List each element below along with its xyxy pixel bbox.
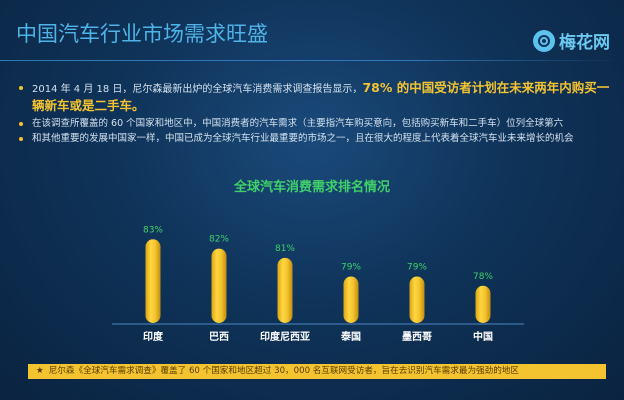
bar-2: [277, 257, 293, 323]
bullet-2-text: 在该调查所覆盖的 60 个国家和地区中，中国消费者的汽车需求（主要指汽车购买意向…: [32, 118, 564, 129]
category-label-3: 泰国: [340, 330, 361, 343]
bullet-item-2: 在该调查所覆盖的 60 个国家和地区中，中国消费者的汽车需求（主要指汽车购买意向…: [18, 116, 614, 131]
bullet-list: 2014 年 4 月 18 日，尼尔森最新出炉的全球汽车消费需求调查报告显示，7…: [18, 80, 614, 146]
meihua-logo-icon: [533, 29, 555, 52]
bullet-dot-icon: [19, 122, 23, 126]
bullet-1-text: 2014 年 4 月 18 日，尼尔森最新出炉的全球汽车消费需求调查报告显示，: [32, 84, 363, 95]
bullet-3-text: 和其他重要的发展中国家一样，中国已成为全球汽车行业最重要的市场之一，且在很大的程…: [32, 133, 574, 144]
brand-logo: 梅花网: [533, 28, 610, 53]
category-label-2: 印度尼西亚: [260, 330, 310, 343]
logo-text: 梅花网: [559, 33, 610, 53]
bar-4: [409, 276, 425, 323]
value-label-0: 83%: [143, 225, 163, 235]
bar-5: [475, 285, 491, 323]
footer-note: ★ 尼尔森《全球汽车需求调查》覆盖了 60 个国家和地区超过 30，000 名互联…: [28, 364, 606, 379]
value-label-4: 79%: [407, 263, 427, 273]
page-title: 中国汽车行业市场需求旺盛: [16, 22, 268, 46]
bar-3: [343, 276, 359, 323]
star-icon: ★: [36, 366, 44, 376]
value-label-3: 79%: [341, 263, 361, 273]
category-label-5: 中国: [473, 330, 493, 343]
bullet-item-3: 和其他重要的发展中国家一样，中国已成为全球汽车行业最重要的市场之一，且在很大的程…: [18, 131, 614, 146]
category-label-0: 印度: [143, 330, 164, 343]
footer-text: 尼尔森《全球汽车需求调查》覆盖了 60 个国家和地区超过 30，000 名互联网…: [48, 366, 520, 376]
value-label-2: 81%: [275, 244, 295, 254]
bullet-dot-icon: [19, 137, 23, 141]
chart-title: 全球汽车消费需求排名情况: [233, 180, 390, 195]
category-label-1: 巴西: [209, 331, 229, 343]
bullet-dot-icon: [19, 86, 23, 90]
value-label-5: 78%: [473, 272, 493, 282]
bar-1: [211, 248, 227, 323]
title-divider: [0, 60, 624, 61]
bullet-1-highlight: 78% 的中国受访者计划在未来两年内购买一辆新车或是二手车。: [32, 80, 610, 113]
category-label-4: 墨西哥: [402, 331, 432, 343]
bar-0: [145, 239, 161, 323]
value-label-1: 82%: [209, 235, 229, 245]
bullet-item-1: 2014 年 4 月 18 日，尼尔森最新出炉的全球汽车消费需求调查报告显示，7…: [18, 80, 614, 116]
